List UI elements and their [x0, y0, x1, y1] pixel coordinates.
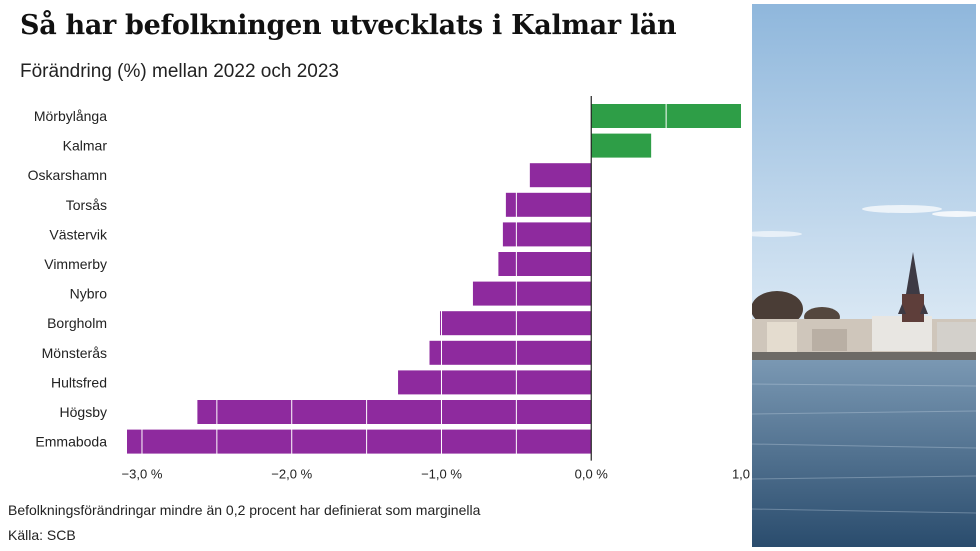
category-label: Torsås — [66, 197, 107, 213]
category-label: Kalmar — [63, 138, 108, 154]
category-label: Emmaboda — [35, 434, 107, 450]
x-tick-label: −3,0 % — [122, 467, 163, 482]
category-label: Hultsfred — [51, 374, 107, 390]
bar — [498, 252, 592, 276]
bar-chart: Mörbylånga Kalmar Oskarshamn Torsås Västervi… — [28, 96, 750, 482]
bar — [429, 340, 592, 365]
category-label: Mönsterås — [42, 345, 107, 361]
category-label: Borgholm — [47, 315, 107, 331]
category-label: Oskarshamn — [28, 167, 107, 183]
chart-title: Så har befolkningen utvecklats i Kalmar … — [20, 10, 677, 41]
source-label: Källa: SCB — [8, 527, 76, 543]
x-tick-label: 0,0 % — [575, 467, 609, 482]
x-tick-label: 1,0 — [732, 467, 750, 482]
category-label: Nybro — [70, 286, 108, 302]
bar — [502, 222, 592, 247]
bar — [127, 429, 592, 454]
x-tick-label: −2,0 % — [271, 467, 312, 482]
bar — [505, 192, 592, 217]
category-label: Mörbylånga — [34, 108, 107, 124]
bar — [398, 370, 592, 395]
bar — [529, 163, 592, 188]
x-tick-label: −1,0 % — [421, 467, 462, 482]
kalmar-harbor-photo — [752, 4, 976, 547]
bar — [197, 400, 592, 424]
footnote: Befolkningsförändringar mindre än 0,2 pr… — [8, 502, 481, 518]
category-label: Vimmerby — [44, 256, 107, 272]
bar — [591, 133, 652, 158]
bar — [439, 311, 592, 336]
bar — [472, 281, 592, 306]
chart-subtitle: Förändring (%) mellan 2022 och 2023 — [20, 61, 339, 82]
category-label: Västervik — [49, 226, 108, 242]
category-label: Högsby — [60, 404, 107, 420]
